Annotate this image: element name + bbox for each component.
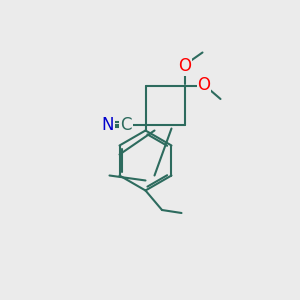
Text: O: O [178,57,191,75]
Text: N: N [102,116,114,134]
Text: C: C [120,116,132,134]
Text: O: O [197,76,211,94]
